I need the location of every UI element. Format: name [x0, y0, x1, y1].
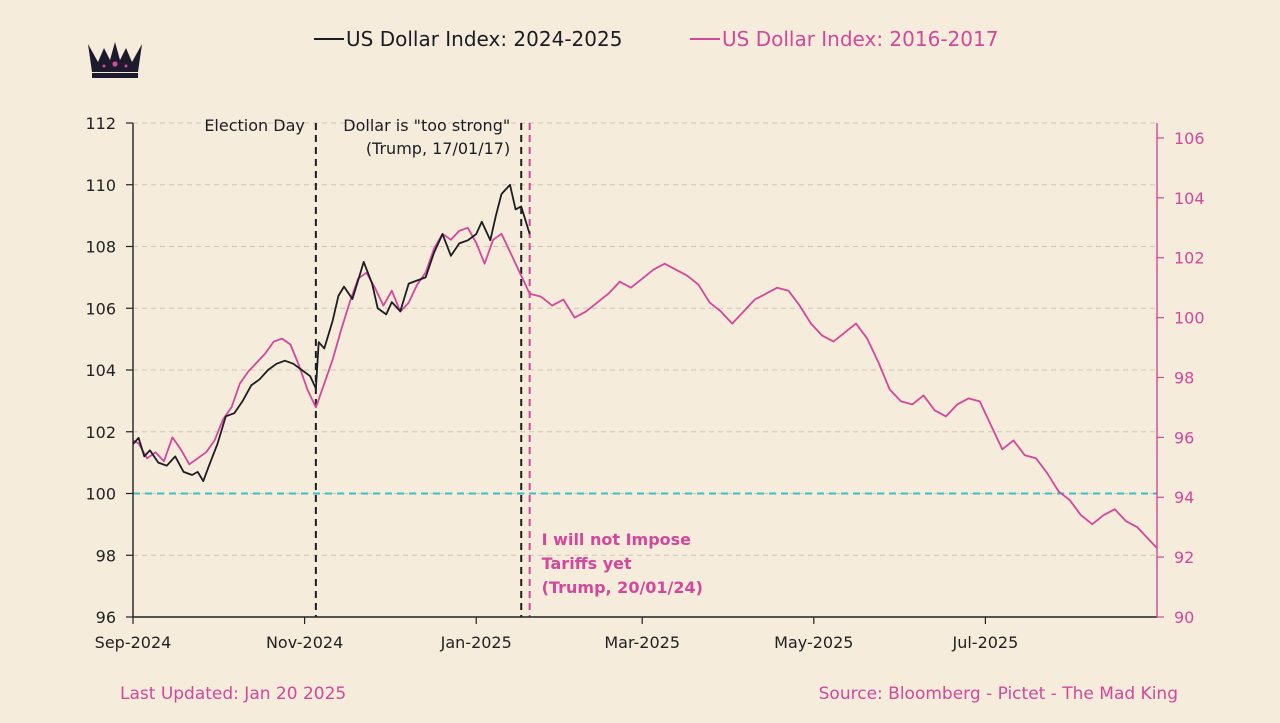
left-tick-label: 100 — [85, 485, 116, 504]
left-tick-label: 108 — [85, 238, 116, 257]
x-tick-label: May-2025 — [774, 633, 853, 652]
left-tick-label: 104 — [85, 361, 116, 380]
x-tick-label: Sep-2024 — [95, 633, 172, 652]
event-annotation-line: (Trump, 20/01/24) — [542, 578, 703, 597]
right-tick-label: 96 — [1174, 428, 1194, 447]
event-annotation-line: Dollar is "too strong" — [343, 116, 510, 135]
event-annotation: Election Day — [204, 116, 305, 135]
axes — [126, 122, 1164, 624]
gridlines — [133, 122, 1157, 556]
x-tick-label: Jul-2025 — [951, 633, 1018, 652]
right-tick-label: 104 — [1174, 189, 1205, 208]
vertical-markers: Election Day Dollar is "too strong" (Trump… — [204, 116, 703, 617]
legend-item-2016-2017: US Dollar Index: 2016-2017 — [690, 24, 998, 54]
right-tick-label: 102 — [1174, 249, 1205, 268]
legend-item-2024-2025: US Dollar Index: 2024-2025 — [314, 24, 622, 54]
event-annotation: I will not Impose Tariffs yet (Trump, 20/0… — [542, 530, 703, 597]
event-annotation-line: Election Day — [204, 116, 305, 135]
legend-label-2024-2025: US Dollar Index: 2024-2025 — [346, 27, 623, 51]
left-tick-label: 106 — [85, 299, 116, 318]
axis-labels: 96 98 100 102 104 106 108 110 112 90 92 94 96 98 100 10… — [85, 114, 1204, 652]
last-updated-note: Last Updated: Jan 20 2025 — [120, 684, 347, 704]
right-tick-label: 98 — [1174, 368, 1194, 387]
right-tick-label: 90 — [1174, 608, 1194, 627]
source-note: Source: Bloomberg - Pictet - The Mad Kin… — [818, 684, 1178, 704]
x-tick-label: Mar-2025 — [604, 633, 680, 652]
event-annotation-line: (Trump, 17/01/17) — [366, 139, 510, 158]
legend-swatch-pink — [690, 38, 720, 40]
left-tick-label: 102 — [85, 423, 116, 442]
left-tick-label: 96 — [96, 608, 116, 627]
legend-label-2016-2017: US Dollar Index: 2016-2017 — [722, 27, 999, 51]
series-line-2016-2017 — [132, 226, 1158, 549]
right-tick-label: 106 — [1174, 129, 1205, 148]
left-tick-label: 110 — [85, 176, 116, 195]
left-tick-label: 98 — [96, 546, 116, 565]
right-tick-label: 92 — [1174, 548, 1194, 567]
event-annotation-line: I will not Impose — [542, 530, 692, 549]
series-line-2024-2025 — [132, 183, 531, 483]
x-tick-label: Jan-2025 — [440, 633, 512, 652]
crown-icon — [88, 42, 142, 78]
x-tick-label: Nov-2024 — [266, 633, 343, 652]
legend-swatch-black — [314, 38, 344, 40]
left-tick-label: 112 — [85, 114, 116, 133]
series-lines — [132, 183, 1158, 549]
event-annotation-line: Tariffs yet — [542, 554, 632, 573]
event-annotation: Dollar is "too strong" (Trump, 17/01/17) — [343, 116, 510, 158]
right-tick-label: 94 — [1174, 488, 1194, 507]
right-tick-label: 100 — [1174, 309, 1205, 328]
